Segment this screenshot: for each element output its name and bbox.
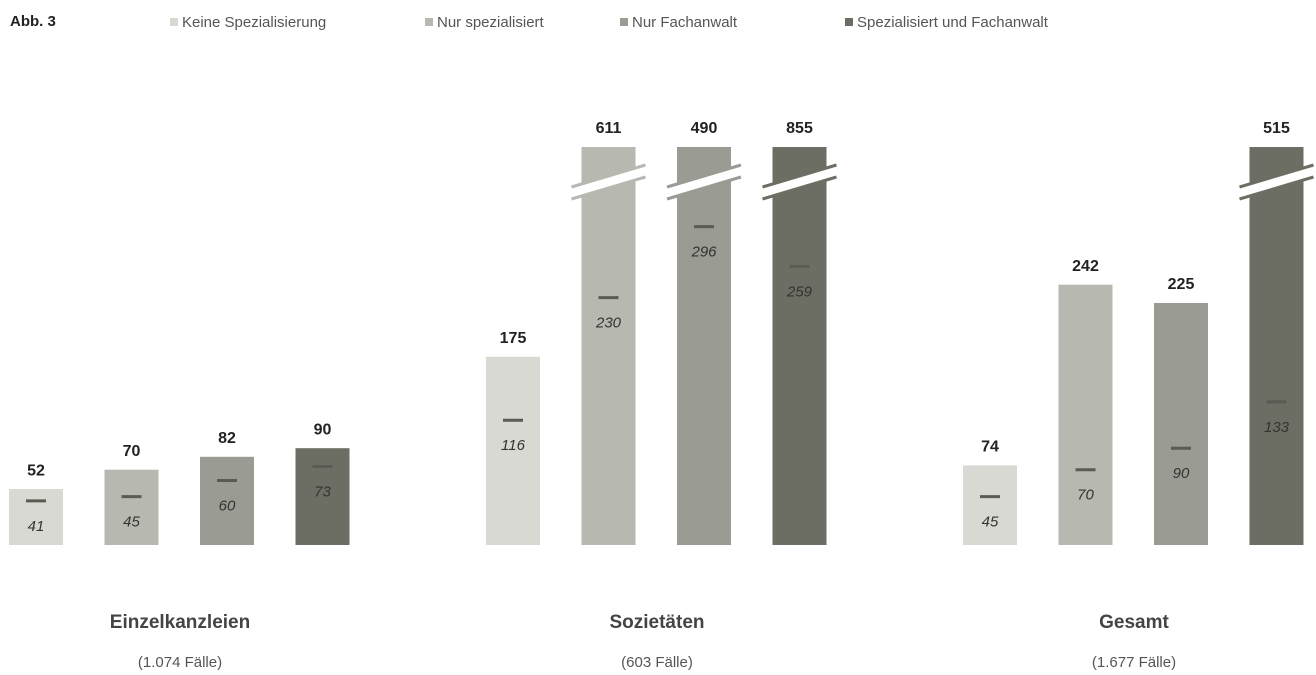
legend-label: Nur Fachanwalt [632,14,738,31]
bar [200,456,254,545]
category-label: Einzelkanzleien [110,612,250,633]
median-label: 133 [1264,419,1290,436]
axis-break-line [762,175,837,201]
median-label: 90 [1173,465,1190,482]
median-label: 116 [501,437,526,454]
category-label: Gesamt [1099,612,1169,633]
value-label: 242 [1072,258,1099,275]
bar [963,465,1017,545]
value-label: 175 [500,330,527,347]
median-label: 45 [123,514,140,531]
category-note: (603 Fälle) [621,654,693,671]
bar [486,356,540,545]
value-label: 90 [314,421,332,438]
median-label: 41 [28,518,45,535]
bar [9,489,63,545]
value-label: 225 [1168,276,1195,293]
value-label: 611 [596,120,622,137]
bar [677,147,731,545]
median-label: 70 [1077,487,1094,504]
axis-break [1239,165,1314,199]
value-label: 52 [27,462,45,479]
axis-break-line [1239,175,1314,201]
bar [295,448,350,545]
median-label: 296 [690,244,717,261]
bar [1154,302,1208,545]
legend-swatch [170,18,178,26]
legend-swatch [425,18,433,26]
bar [1058,284,1113,545]
bar [772,147,827,545]
legend-label: Keine Spezialisierung [182,14,326,31]
bar [581,147,636,545]
value-label: 515 [1263,120,1290,137]
legend-label: Spezialisiert und Fachanwalt [857,14,1049,31]
category-note: (1.074 Fälle) [138,654,222,671]
category-label: Sozietäten [609,612,704,633]
chart-title: Abb. 3 [10,13,56,30]
value-label: 490 [691,120,718,137]
axis-break-line [571,175,646,201]
value-label: 70 [123,443,141,460]
axis-break-line [666,175,742,201]
axis-break-line [762,163,837,189]
axis-break [571,165,646,199]
value-label: 74 [981,439,999,456]
legend-swatch [845,18,853,26]
axis-break-line [1239,163,1314,189]
median-label: 73 [314,483,331,500]
value-label: 855 [786,120,813,137]
median-label: 259 [786,283,813,300]
axis-break-line [666,163,742,189]
legend-label: Nur spezialisiert [437,14,545,31]
median-label: 60 [219,497,236,514]
bar [104,469,159,545]
axis-break [762,165,837,199]
axis-break [667,165,741,199]
median-label: 45 [982,514,999,531]
axis-break-line [571,163,646,189]
value-label: 82 [218,430,236,447]
median-label: 230 [595,315,622,332]
bar [1249,147,1304,545]
category-note: (1.677 Fälle) [1092,654,1176,671]
legend-swatch [620,18,628,26]
